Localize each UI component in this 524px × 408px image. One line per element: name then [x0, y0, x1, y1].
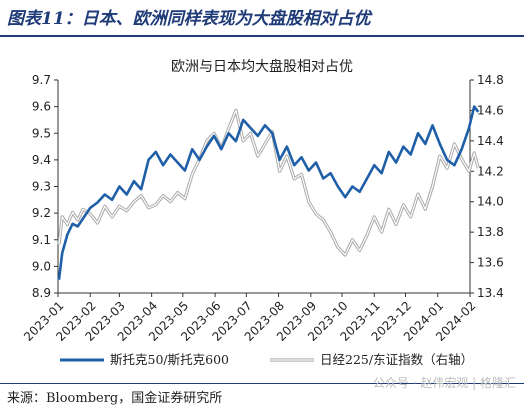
left-tick-label: 9.0 — [32, 259, 51, 273]
source-note: 来源：Bloomberg，国金证券研究所 — [7, 391, 223, 406]
left-tick-label: 9.2 — [32, 206, 51, 220]
left-tick-label: 9.6 — [32, 100, 51, 114]
right-tick-label: 14.0 — [477, 195, 504, 209]
left-tick-label: 9.3 — [32, 180, 51, 194]
figure-title: 图表11：日本、欧洲同样表现为大盘股相对占优 — [7, 9, 371, 29]
right-tick-label: 13.4 — [477, 286, 504, 300]
left-tick-label: 9.7 — [32, 73, 51, 87]
chart-series — [57, 105, 480, 280]
chart-legend: 斯托克50/斯托克600 日经225/东证指数（右轴） — [60, 352, 473, 367]
right-tick-label: 14.6 — [477, 103, 504, 117]
left-tick-label: 9.5 — [32, 126, 51, 140]
left-tick-label: 9.1 — [32, 233, 51, 247]
right-tick-label: 14.2 — [477, 164, 504, 178]
title-rule — [0, 35, 524, 37]
series-line-stoxx — [57, 105, 480, 280]
left-tick-label: 8.9 — [32, 286, 51, 300]
series-line-nikkei-topix — [58, 109, 479, 256]
right-tick-label: 13.6 — [477, 256, 504, 270]
series-line-outer — [57, 108, 480, 257]
right-tick-label: 14.8 — [477, 73, 504, 87]
source-rule — [0, 383, 524, 384]
legend-label-stoxx: 斯托克50/斯托克600 — [110, 352, 229, 367]
watermark: 公众号 · 赵伟宏观 | 格隆汇 — [372, 376, 516, 390]
right-tick-label: 14.4 — [477, 134, 504, 148]
right-tick-label: 13.8 — [477, 225, 504, 239]
chart-title: 欧洲与日本均大盘股相对占优 — [171, 59, 353, 75]
legend-label-nikkei: 日经225/东证指数（右轴） — [320, 352, 473, 367]
chart-axes: 8.9 9.0 9.1 9.2 9.3 9.4 9.5 9.6 9.7 13.4 13.6 13.8 1… — [21, 73, 504, 344]
left-tick-label: 9.4 — [32, 153, 51, 167]
